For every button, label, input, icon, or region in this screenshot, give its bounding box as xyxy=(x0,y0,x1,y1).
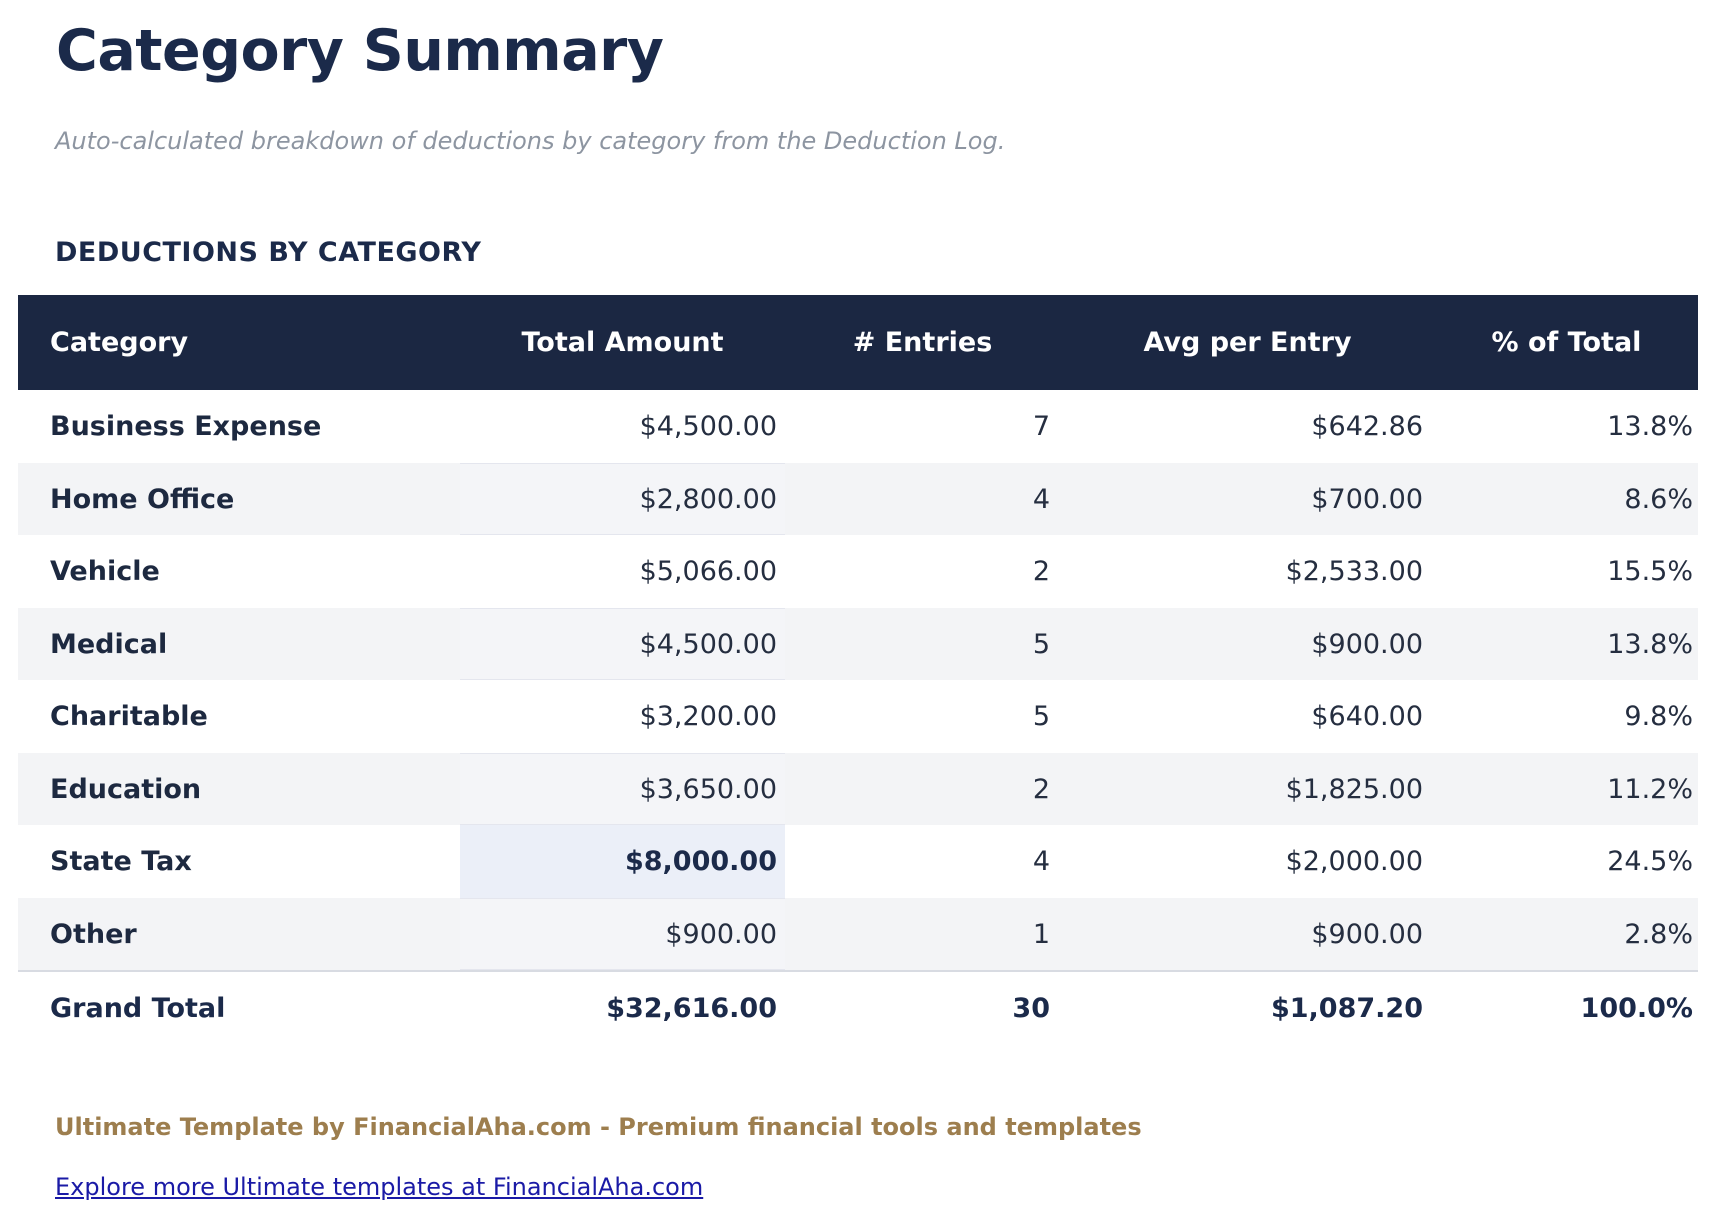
cell-category: Business Expense xyxy=(18,390,460,463)
cell-category: State Tax xyxy=(18,825,460,898)
cell-avg: $900.00 xyxy=(1060,897,1435,972)
deductions-table: Category Total Amount # Entries Avg per … xyxy=(18,295,1698,1045)
cell-avg: $1,825.00 xyxy=(1060,752,1435,826)
header-cell-pct-of-total: % of Total xyxy=(1435,295,1698,391)
cell-pct: 8.6% xyxy=(1435,462,1698,536)
cell-total: $2,800.00 xyxy=(460,462,785,536)
page-subtitle: Auto-calculated breakdown of deductions … xyxy=(55,126,1006,155)
cell-entries: 30 xyxy=(785,970,1060,1045)
table-row: Education $3,650.00 2 $1,825.00 11.2% xyxy=(18,752,1698,826)
cell-entries: 2 xyxy=(785,535,1060,608)
header-cell-entries: # Entries xyxy=(785,295,1060,391)
cell-pct: 2.8% xyxy=(1435,897,1698,972)
table-row: Charitable $3,200.00 5 $640.00 9.8% xyxy=(18,680,1698,753)
header-cell-avg-per-entry: Avg per Entry xyxy=(1060,295,1435,391)
table-body: Business Expense $4,500.00 7 $642.86 13.8% Ho… xyxy=(18,390,1698,1045)
section-title: DEDUCTIONS BY CATEGORY xyxy=(55,237,482,269)
cell-pct: 13.8% xyxy=(1435,607,1698,681)
cell-category: Grand Total xyxy=(18,970,460,1045)
cell-avg: $642.86 xyxy=(1060,390,1435,463)
cell-entries: 7 xyxy=(785,390,1060,463)
explore-link[interactable]: Explore more Ultimate templates at Finan… xyxy=(55,1172,704,1201)
cell-total: $8,000.00 xyxy=(460,825,785,898)
branding-text: Ultimate Template by FinancialAha.com - … xyxy=(55,1112,1142,1141)
cell-total: $4,500.00 xyxy=(460,390,785,463)
page: Category Summary Auto-calculated breakdo… xyxy=(0,18,1718,1204)
cell-pct: 13.8% xyxy=(1435,390,1698,463)
cell-entries: 1 xyxy=(785,897,1060,972)
header-cell-total-amount: Total Amount xyxy=(460,295,785,391)
table-row: Other $900.00 1 $900.00 2.8% xyxy=(18,897,1698,972)
cell-avg: $900.00 xyxy=(1060,607,1435,681)
cell-category: Charitable xyxy=(18,680,460,753)
cell-avg: $640.00 xyxy=(1060,680,1435,753)
cell-total: $32,616.00 xyxy=(460,970,785,1045)
cell-entries: 5 xyxy=(785,680,1060,753)
table-row: Home Office $2,800.00 4 $700.00 8.6% xyxy=(18,462,1698,536)
grand-total-row: Grand Total $32,616.00 30 $1,087.20 100.… xyxy=(18,970,1698,1045)
cell-entries: 2 xyxy=(785,752,1060,826)
table-row: State Tax $8,000.00 4 $2,000.00 24.5% xyxy=(18,825,1698,898)
cell-category: Education xyxy=(18,752,460,826)
cell-category: Other xyxy=(18,897,460,972)
cell-category: Medical xyxy=(18,607,460,681)
cell-total: $3,200.00 xyxy=(460,680,785,753)
cell-category: Vehicle xyxy=(18,535,460,608)
cell-total: $4,500.00 xyxy=(460,607,785,681)
cell-total: $3,650.00 xyxy=(460,752,785,826)
cell-entries: 4 xyxy=(785,462,1060,536)
page-title: Category Summary xyxy=(56,18,664,84)
cell-pct: 15.5% xyxy=(1435,535,1698,608)
cell-avg: $1,087.20 xyxy=(1060,970,1435,1045)
table-row: Business Expense $4,500.00 7 $642.86 13.8% xyxy=(18,390,1698,463)
cell-pct: 9.8% xyxy=(1435,680,1698,753)
cell-total: $900.00 xyxy=(460,897,785,972)
cell-avg: $2,000.00 xyxy=(1060,825,1435,898)
cell-avg: $2,533.00 xyxy=(1060,535,1435,608)
cell-pct: 24.5% xyxy=(1435,825,1698,898)
header-cell-category: Category xyxy=(18,295,460,391)
cell-pct: 100.0% xyxy=(1435,970,1698,1045)
table-row: Vehicle $5,066.00 2 $2,533.00 15.5% xyxy=(18,535,1698,608)
cell-entries: 5 xyxy=(785,607,1060,681)
table-row: Medical $4,500.00 5 $900.00 13.8% xyxy=(18,607,1698,681)
cell-entries: 4 xyxy=(785,825,1060,898)
cell-pct: 11.2% xyxy=(1435,752,1698,826)
cell-category: Home Office xyxy=(18,462,460,536)
cell-total: $5,066.00 xyxy=(460,535,785,608)
table-header-row: Category Total Amount # Entries Avg per … xyxy=(18,295,1698,391)
cell-avg: $700.00 xyxy=(1060,462,1435,536)
